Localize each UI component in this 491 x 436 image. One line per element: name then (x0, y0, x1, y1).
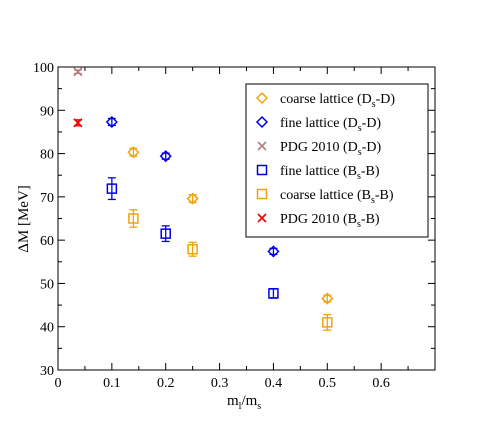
error-bar (269, 287, 278, 299)
y-tick-label: 30 (40, 364, 54, 379)
data-marks (73, 67, 334, 331)
x-tick-label: 0.2 (157, 376, 175, 391)
x-axis-title: ml/ms (227, 393, 261, 412)
data-point (73, 67, 83, 77)
y-tick-label: 50 (40, 277, 54, 292)
legend-item: coarse lattice (Ds-D) (255, 91, 395, 110)
legend-marker (257, 213, 267, 223)
data-point (73, 118, 83, 128)
x-tick-label: 0.3 (211, 376, 229, 391)
error-bar (107, 117, 116, 127)
x-tick-label: 0.6 (372, 376, 390, 391)
data-point (321, 292, 334, 305)
y-tick-label: 100 (33, 61, 54, 76)
data-point (106, 183, 118, 194)
legend-item: fine lattice (Bs-B) (256, 164, 380, 182)
legend-label: fine lattice (Bs-B) (280, 164, 380, 182)
x-tick-label: 0.4 (265, 376, 283, 391)
series-3 (106, 177, 279, 299)
data-point (127, 146, 140, 159)
legend-marker (255, 115, 269, 129)
legend-item: PDG 2010 (Bs-B) (257, 212, 380, 230)
legend-label: coarse lattice (Bs-B) (280, 188, 394, 206)
legend-label: PDG 2010 (Ds-D) (280, 140, 381, 158)
error-bar (129, 147, 138, 157)
error-bar (323, 294, 332, 303)
legend: coarse lattice (Ds-D) fine lattice (Ds-D)… (245, 83, 429, 238)
legend-label: PDG 2010 (Bs-B) (280, 212, 380, 230)
series-2 (73, 67, 83, 77)
y-tick-label: 40 (40, 321, 54, 336)
y-tick-label: 80 (40, 148, 54, 163)
y-tick-label: 60 (40, 234, 54, 249)
series-4 (128, 209, 333, 331)
data-point (128, 213, 139, 224)
error-bar (107, 177, 116, 201)
data-point (160, 228, 171, 239)
error-bar (323, 313, 332, 331)
error-bar (161, 225, 170, 243)
y-axis-title: ΔM [MeV] (16, 185, 32, 253)
data-point (187, 243, 198, 255)
legend-marker (256, 164, 268, 176)
data-point (159, 150, 172, 163)
series-5 (73, 118, 83, 128)
y-tick-label: 90 (40, 104, 54, 119)
x-tick-label: 0.5 (319, 376, 337, 391)
data-point (186, 192, 199, 205)
legend-item: fine lattice (Ds-D) (255, 115, 381, 134)
data-point (267, 245, 280, 258)
legend-item: coarse lattice (Bs-B) (256, 188, 394, 206)
legend-item: PDG 2010 (Ds-D) (257, 140, 381, 158)
legend-marker (257, 141, 267, 151)
legend-marker (256, 188, 268, 200)
legend-label: coarse lattice (Ds-D) (280, 92, 395, 110)
error-bar (188, 194, 197, 204)
legend-box (245, 83, 429, 238)
legend-label: fine lattice (Ds-D) (280, 116, 381, 134)
data-point (268, 288, 279, 299)
x-tick-label: 0.1 (103, 376, 121, 391)
error-bar (129, 209, 138, 228)
series-1 (105, 115, 280, 258)
axis-ticks: 0 0.1 0.2 0.3 0.4 0.5 0.6 30 40 50 60 70 80 90 100 (33, 61, 435, 391)
legend-marker (255, 91, 269, 105)
data-point (322, 317, 333, 328)
x-tick-label: 0 (55, 376, 62, 391)
series-0 (127, 146, 334, 305)
data-point (105, 115, 118, 129)
y-tick-label: 70 (40, 191, 54, 206)
